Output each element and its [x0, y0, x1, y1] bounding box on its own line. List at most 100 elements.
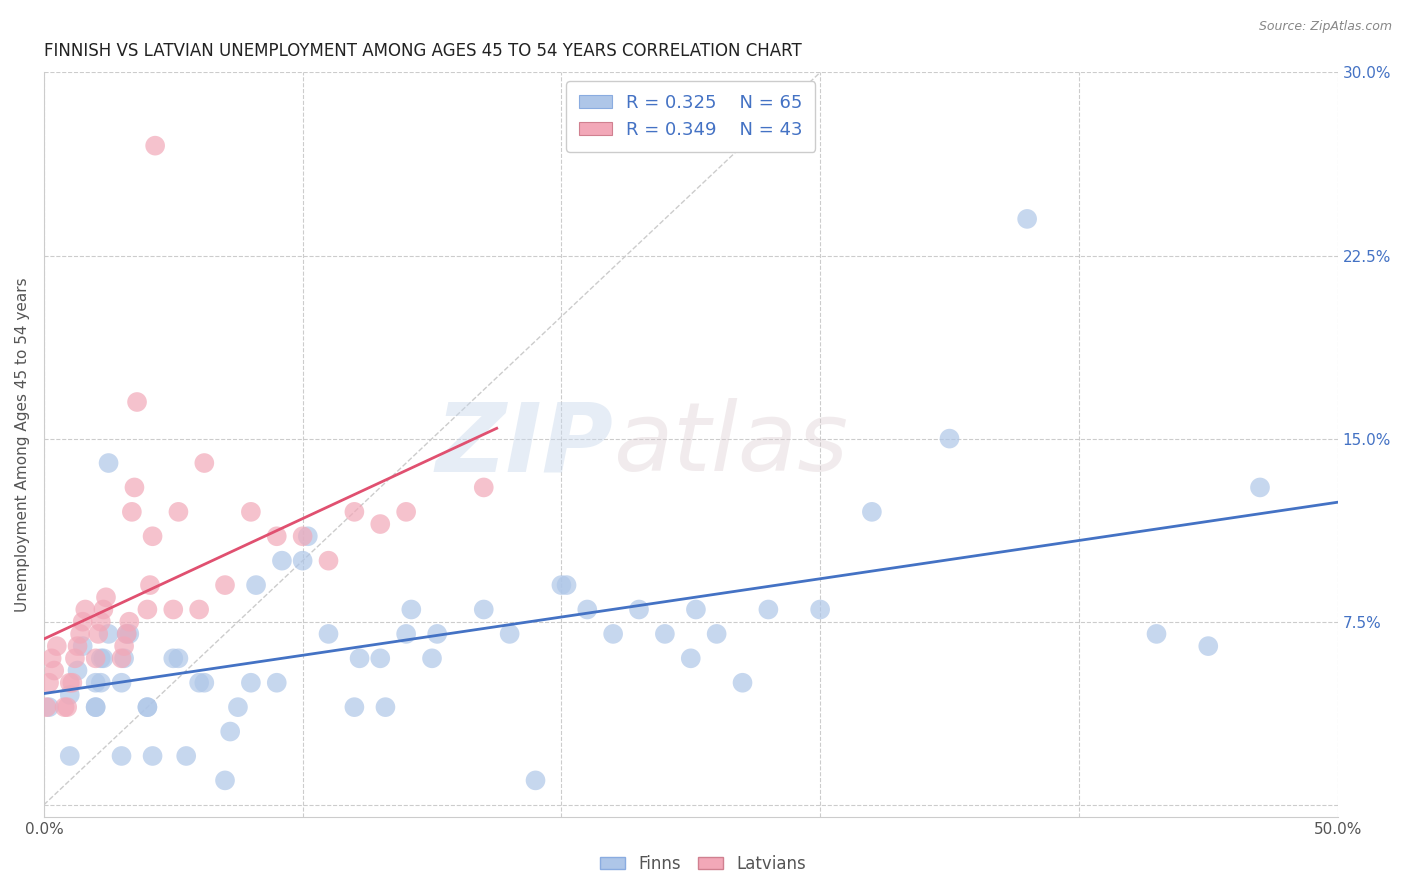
Point: [297, 529, 319, 543]
Point: [214, 773, 236, 788]
Point: [266, 675, 288, 690]
Point: [1146, 627, 1168, 641]
Point: [115, 627, 138, 641]
Point: [97, 627, 120, 641]
Point: [374, 700, 396, 714]
Point: [124, 480, 146, 494]
Point: [706, 627, 728, 641]
Point: [395, 627, 418, 641]
Point: [84, 700, 107, 714]
Point: [44, 664, 66, 678]
Point: [395, 505, 418, 519]
Point: [60, 675, 83, 690]
Point: [193, 675, 215, 690]
Point: [239, 675, 262, 690]
Point: [142, 748, 165, 763]
Point: [654, 627, 676, 641]
Point: [115, 627, 138, 641]
Point: [110, 748, 132, 763]
Point: [368, 651, 391, 665]
Y-axis label: Unemployment Among Ages 45 to 54 years: Unemployment Among Ages 45 to 54 years: [15, 277, 30, 612]
Point: [112, 639, 135, 653]
Text: ZIP: ZIP: [436, 398, 613, 491]
Point: [318, 627, 340, 641]
Point: [66, 639, 89, 653]
Point: [291, 554, 314, 568]
Point: [84, 700, 107, 714]
Point: [226, 700, 249, 714]
Point: [808, 602, 831, 616]
Point: [318, 554, 340, 568]
Point: [41, 651, 63, 665]
Point: [239, 505, 262, 519]
Point: [94, 591, 117, 605]
Point: [685, 602, 707, 616]
Point: [90, 651, 112, 665]
Point: [90, 675, 112, 690]
Point: [162, 602, 184, 616]
Point: [343, 505, 366, 519]
Point: [627, 602, 650, 616]
Point: [602, 627, 624, 641]
Point: [93, 602, 115, 616]
Point: [758, 602, 780, 616]
Point: [498, 627, 520, 641]
Point: [75, 602, 97, 616]
Point: [576, 602, 599, 616]
Point: [266, 529, 288, 543]
Point: [97, 456, 120, 470]
Point: [420, 651, 443, 665]
Point: [142, 529, 165, 543]
Point: [118, 627, 141, 641]
Point: [87, 627, 110, 641]
Point: [679, 651, 702, 665]
Point: [56, 700, 79, 714]
Point: [1249, 480, 1271, 494]
Point: [271, 554, 294, 568]
Point: [731, 675, 754, 690]
Point: [167, 505, 190, 519]
Legend: R = 0.325    N = 65, R = 0.349    N = 43: R = 0.325 N = 65, R = 0.349 N = 43: [567, 81, 815, 152]
Point: [84, 675, 107, 690]
Point: [426, 627, 449, 641]
Point: [136, 700, 159, 714]
Point: [118, 615, 141, 629]
Point: [550, 578, 572, 592]
Point: [69, 627, 91, 641]
Point: [136, 602, 159, 616]
Point: [110, 651, 132, 665]
Point: [90, 615, 112, 629]
Point: [35, 700, 58, 714]
Point: [291, 529, 314, 543]
Point: [59, 675, 82, 690]
Text: Source: ZipAtlas.com: Source: ZipAtlas.com: [1258, 20, 1392, 33]
Point: [59, 748, 82, 763]
Point: [174, 748, 197, 763]
Point: [219, 724, 242, 739]
Point: [1197, 639, 1219, 653]
Point: [188, 675, 211, 690]
Text: FINNISH VS LATVIAN UNEMPLOYMENT AMONG AGES 45 TO 54 YEARS CORRELATION CHART: FINNISH VS LATVIAN UNEMPLOYMENT AMONG AG…: [44, 42, 801, 60]
Point: [167, 651, 190, 665]
Point: [110, 675, 132, 690]
Point: [66, 664, 89, 678]
Point: [121, 505, 143, 519]
Point: [472, 602, 495, 616]
Point: [112, 651, 135, 665]
Point: [349, 651, 371, 665]
Point: [188, 602, 211, 616]
Point: [401, 602, 423, 616]
Point: [84, 651, 107, 665]
Point: [343, 700, 366, 714]
Text: atlas: atlas: [613, 398, 848, 491]
Point: [555, 578, 578, 592]
Legend: Finns, Latvians: Finns, Latvians: [593, 848, 813, 880]
Point: [245, 578, 267, 592]
Point: [136, 700, 159, 714]
Point: [93, 651, 115, 665]
Point: [472, 480, 495, 494]
Point: [162, 651, 184, 665]
Point: [143, 138, 166, 153]
Point: [860, 505, 883, 519]
Point: [139, 578, 162, 592]
